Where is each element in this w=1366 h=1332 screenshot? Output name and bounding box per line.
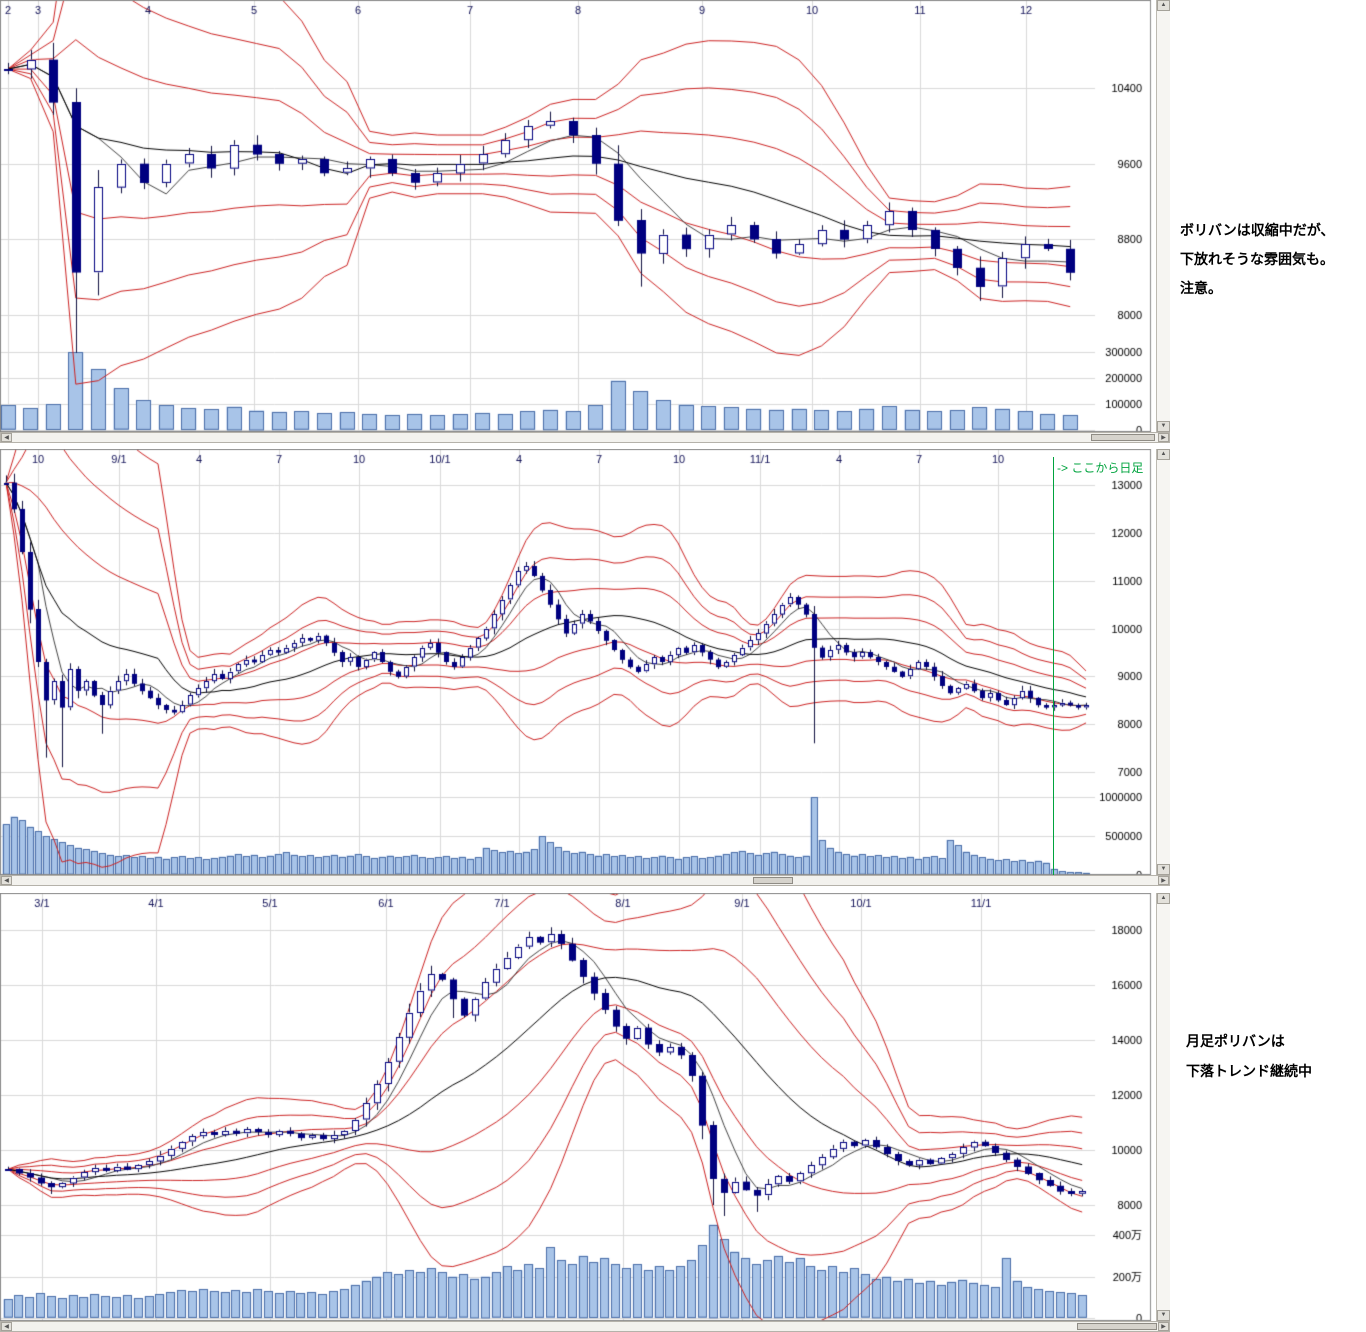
daily-start-annotation: -> ここから日足 (1057, 461, 1144, 475)
scroll-up-button[interactable]: ▲ (1157, 893, 1170, 904)
scroll-up-button[interactable]: ▲ (1157, 449, 1170, 460)
scroll-left-button[interactable]: ◀ (1, 1322, 12, 1331)
note-line-1: 月足ポリバンは (1186, 1033, 1285, 1049)
scroll-down-button[interactable]: ▼ (1157, 421, 1170, 432)
horizontal-scrollbar[interactable]: ◀ ▶ (0, 1321, 1170, 1332)
scroll-right-button[interactable]: ▶ (1158, 433, 1169, 442)
scroll-left-button[interactable]: ◀ (1, 433, 12, 442)
scrollbar-thumb[interactable] (1091, 434, 1155, 441)
bottom-chart-note: 月足ポリバンは 下落トレンド継続中 (1186, 1026, 1312, 1086)
note-line-2: 下落トレンド継続中 (1186, 1063, 1312, 1079)
scrollbar-thumb[interactable] (753, 877, 793, 884)
daily-start-marker-line (1053, 457, 1054, 875)
middle-chart-canvas[interactable] (0, 449, 1170, 875)
bottom-chart-canvas[interactable] (0, 893, 1170, 1321)
scroll-down-button[interactable]: ▼ (1157, 864, 1170, 875)
scroll-left-button[interactable]: ◀ (1, 876, 12, 885)
horizontal-scrollbar[interactable]: ◀ ▶ (0, 875, 1170, 886)
top-chart-panel: ▲ ▼ ◀ ▶ (0, 0, 1170, 443)
scroll-right-button[interactable]: ▶ (1158, 1322, 1169, 1331)
scroll-right-button[interactable]: ▶ (1158, 876, 1169, 885)
middle-chart-panel: -> ここから日足 ▲ ▼ ◀ ▶ (0, 449, 1170, 886)
horizontal-scrollbar[interactable]: ◀ ▶ (0, 432, 1170, 443)
vertical-scrollbar[interactable]: ▲ ▼ (1156, 893, 1170, 1321)
scroll-up-button[interactable]: ▲ (1157, 0, 1170, 11)
note-line-1: ボリバンは収縮中だが、 (1180, 222, 1335, 238)
vertical-scrollbar[interactable]: ▲ ▼ (1156, 449, 1170, 875)
bottom-chart-panel: ▲ ▼ ◀ ▶ (0, 893, 1170, 1332)
note-line-2: 下放れそうな雰囲気も。 (1180, 251, 1334, 267)
top-chart-canvas[interactable] (0, 0, 1170, 432)
vertical-scrollbar[interactable]: ▲ ▼ (1156, 0, 1170, 432)
top-chart-note: ボリバンは収縮中だが、 下放れそうな雰囲気も。 注意。 (1180, 216, 1334, 303)
note-line-3: 注意。 (1180, 280, 1222, 296)
scrollbar-thumb[interactable] (1077, 1323, 1157, 1330)
scroll-down-button[interactable]: ▼ (1157, 1310, 1170, 1321)
